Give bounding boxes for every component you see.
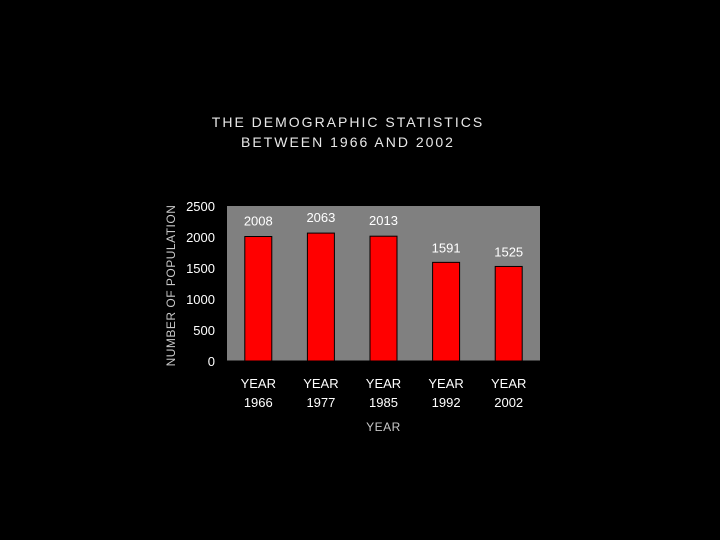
x-tick-label-2002: YEAR 2002 xyxy=(491,376,526,410)
data-label-1977: 2063 xyxy=(306,210,335,225)
x-tick-label-1966: YEAR 1966 xyxy=(241,376,276,410)
data-label-1966: 2008 xyxy=(244,214,273,229)
y-tick-label-1500: 1500 xyxy=(186,261,215,276)
bar-1966 xyxy=(244,236,273,362)
x-tick-label-1977: YEAR 1977 xyxy=(303,376,338,410)
y-tick-label-2500: 2500 xyxy=(186,199,215,214)
y-axis-ticks: 0 500 1000 1500 2000 2500 xyxy=(186,199,215,369)
chart-title-line-2: BETWEEN 1966 AND 2002 xyxy=(241,134,455,150)
x-axis-ticks: YEAR 1966 YEAR 1977 YEAR 1985 YEAR 1992 YEAR 2002 xyxy=(241,361,541,410)
data-label-1985: 2013 xyxy=(369,213,398,228)
data-label-1992: 1591 xyxy=(432,240,461,255)
chart-title-line-1: THE DEMOGRAPHIC STATISTICS xyxy=(211,114,485,130)
bar-2002 xyxy=(494,265,523,362)
data-labels: 2008 2063 2013 1591 1525 xyxy=(244,210,523,259)
y-tick-label-0: 0 xyxy=(208,354,215,369)
y-tick-label-2000: 2000 xyxy=(186,230,215,245)
data-label-2002: 1525 xyxy=(494,244,523,259)
y-tick-label-1000: 1000 xyxy=(186,292,215,307)
bar-1977 xyxy=(306,232,335,362)
x-axis-title: YEAR xyxy=(366,420,401,434)
bars xyxy=(244,232,523,362)
y-tick-label-500: 500 xyxy=(193,323,215,338)
bar-1992 xyxy=(432,261,461,362)
bar-1985 xyxy=(369,235,398,362)
x-tick-label-1985: YEAR 1985 xyxy=(366,376,401,410)
y-axis-title: NUMBER OF POPULATION xyxy=(164,205,178,367)
x-tick-label-1992: YEAR 1992 xyxy=(428,376,463,410)
